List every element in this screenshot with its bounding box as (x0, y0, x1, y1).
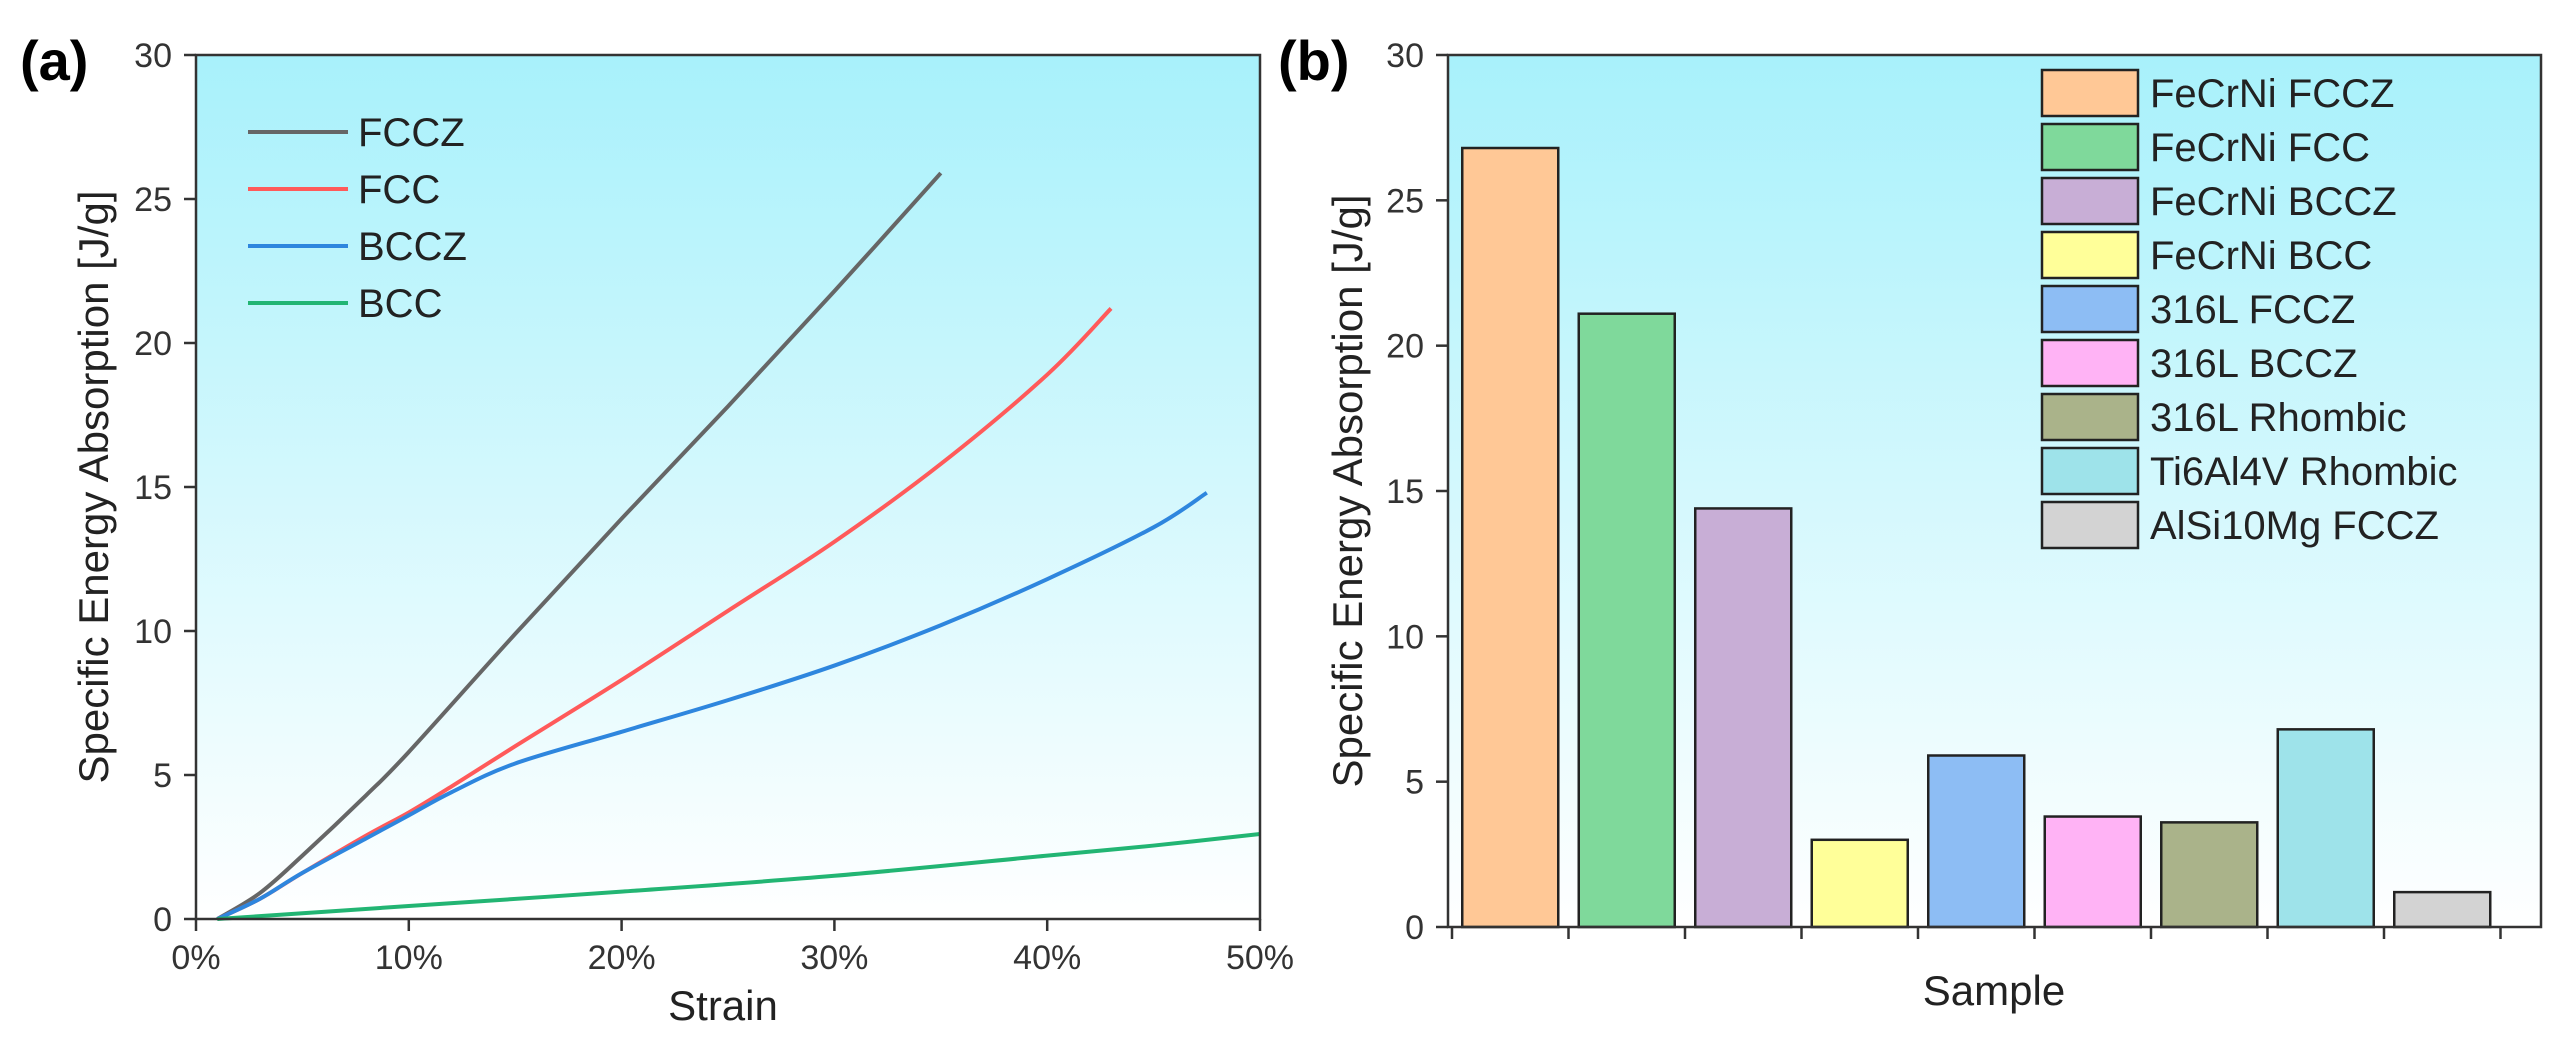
y-tick-label-a: 30 (134, 37, 172, 75)
x-axis-title-a: Strain (668, 982, 778, 1029)
panel-a-line-chart: (a) 0% 10% 20% 30% 40% 50% 0 5 10 15 20 25 30 Strai… (20, 29, 1294, 1029)
series-line-bccz (216, 491, 1208, 921)
bar-fecrni-bccz (1694, 507, 1793, 929)
y-tick-label-b: 25 (1386, 182, 1424, 220)
y-tick-label-a: 25 (134, 181, 172, 219)
y-tick-label-b: 30 (1386, 37, 1424, 75)
y-tick-label-b: 20 (1386, 328, 1424, 366)
series-line-fccz (216, 171, 943, 921)
legend-label-b: AlSi10Mg FCCZ (2150, 504, 2439, 548)
plot-frame-b (1446, 53, 2543, 929)
y-tick-label-a: 20 (134, 325, 172, 363)
legend-swatch-b (2040, 230, 2140, 280)
legend-a: FCCZ FCC BCCZ BCC (248, 111, 467, 326)
legend-swatch-b (2040, 284, 2140, 334)
legend-label-fcc: FCC (358, 168, 440, 212)
panel-b-label: (b) (1278, 29, 1350, 92)
plot-frame-a (194, 53, 1262, 921)
bar-fecrni-fccz (1461, 146, 1560, 929)
bar-fecrni-bcc (1810, 838, 1909, 929)
legend-label-b: 316L Rhombic (2150, 396, 2406, 440)
legend-label-b: FeCrNi BCCZ (2150, 180, 2397, 224)
legend-swatch-b (2040, 338, 2140, 388)
y-tick-label-a: 5 (153, 757, 172, 795)
y-tick-label-a: 10 (134, 613, 172, 651)
x-tick-label-a: 50% (1226, 939, 1294, 977)
bar-alsi10mg-fccz (2393, 890, 2492, 929)
y-axis-title-b: Specific Energy Absorption [J/g] (1324, 195, 1371, 788)
legend-label-b: 316L FCCZ (2150, 288, 2355, 332)
panel-b-bar-chart: (b) 0 5 10 15 20 25 30 Sample Specific Energy … (1278, 29, 2543, 1014)
plot-area-a (196, 55, 1260, 919)
bar-316l-fccz (1927, 754, 2026, 929)
legend-label-bcc: BCC (358, 282, 442, 326)
legend-label-bccz: BCCZ (358, 225, 467, 269)
y-tick-label-b: 10 (1386, 618, 1424, 656)
y-tick-label-b: 15 (1386, 473, 1424, 511)
legend-swatch-b (2040, 176, 2140, 226)
y-axis-title-a: Specific Energy Absorption [J/g] (70, 191, 117, 784)
legend-swatch-b (2040, 446, 2140, 496)
x-tick-label-a: 10% (375, 939, 443, 977)
bar-ti6al4v-rhombic (2276, 728, 2375, 929)
y-tick-label-b: 0 (1405, 909, 1424, 947)
legend-label-b: FeCrNi FCCZ (2150, 72, 2394, 116)
legend-swatch-b (2040, 500, 2140, 550)
series-line-bcc (217, 832, 1261, 921)
bar-316l-bccz (2043, 815, 2142, 929)
legend-label-fccz: FCCZ (358, 111, 465, 155)
legend-label-b: 316L BCCZ (2150, 342, 2358, 386)
y-tick-label-b: 5 (1405, 764, 1424, 802)
legend-swatch-b (2040, 68, 2140, 118)
y-tick-label-a: 15 (134, 469, 172, 507)
legend-label-b: FeCrNi FCC (2150, 126, 2370, 170)
legend-b: FeCrNi FCCZ FeCrNi FCC FeCrNi BCCZ FeCrNi B… (2040, 68, 2458, 550)
x-axis-title-b: Sample (1923, 967, 2065, 1014)
bar-fecrni-fcc (1577, 312, 1676, 929)
legend-label-b: Ti6Al4V Rhombic (2150, 450, 2458, 494)
y-tick-label-a: 0 (153, 901, 172, 939)
panel-a-label: (a) (20, 29, 88, 92)
legend-label-b: FeCrNi BCC (2150, 234, 2372, 278)
legend-swatch-b (2040, 392, 2140, 442)
x-tick-label-a: 30% (800, 939, 868, 977)
bar-316l-rhombic (2160, 821, 2259, 929)
x-tick-label-a: 40% (1013, 939, 1081, 977)
x-tick-label-a: 20% (588, 939, 656, 977)
legend-swatch-b (2040, 122, 2140, 172)
x-tick-label-a: 0% (171, 939, 220, 977)
